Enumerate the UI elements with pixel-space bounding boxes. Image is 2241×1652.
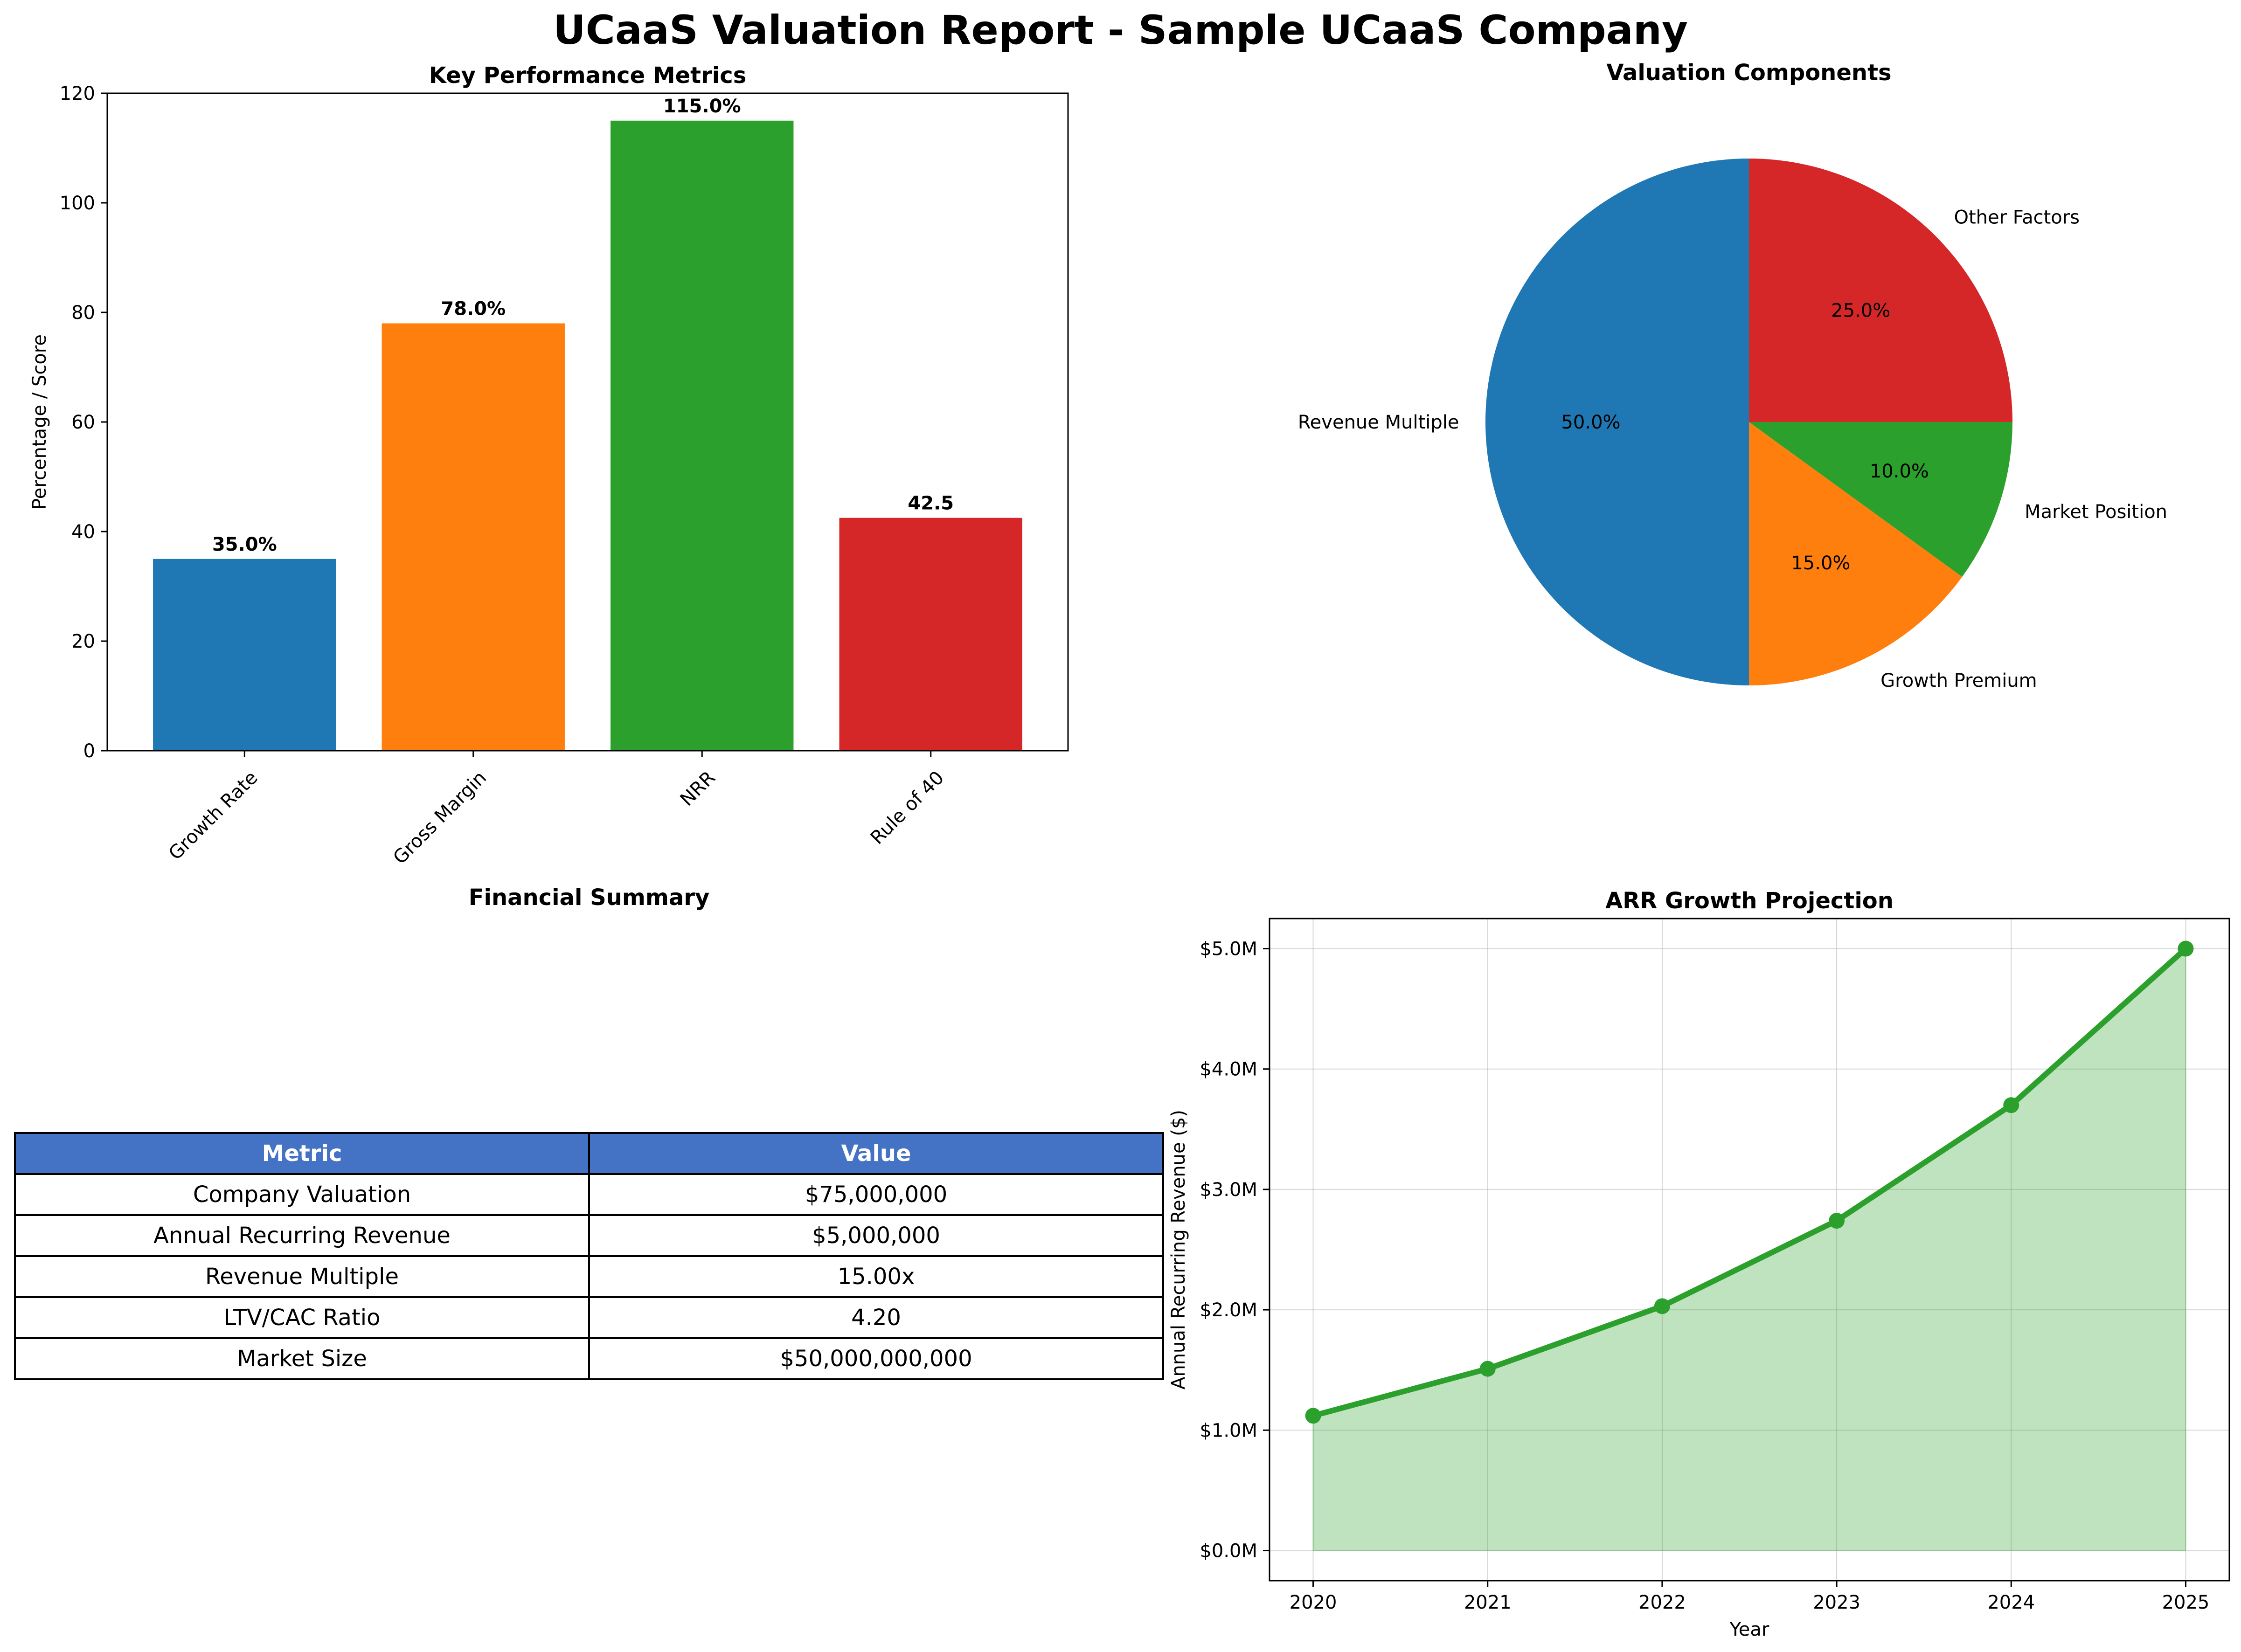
table-header-metric: Metric <box>14 1132 590 1175</box>
arr-line <box>1312 947 2188 1419</box>
y-axis-label: Percentage / Score <box>29 334 50 510</box>
pie-pct-label: 10.0% <box>1870 461 1929 482</box>
y-tick-label: $5.0M <box>1200 939 1257 960</box>
bar-data-label: 115.0% <box>663 96 741 117</box>
table-row: Market Size $50,000,000,000 <box>14 1337 1164 1380</box>
y-tick-label: $4.0M <box>1200 1059 1257 1080</box>
pie-pct-label: 50.0% <box>1561 412 1620 433</box>
table-cell-metric: LTV/CAC Ratio <box>14 1296 590 1339</box>
x-tick-label: 2024 <box>1987 1592 2035 1613</box>
y-tick-label: 20 <box>71 631 95 652</box>
pie-slice-3 <box>1749 159 2012 422</box>
x-tick-label: 2022 <box>1638 1592 1686 1613</box>
bar-data-label: 35.0% <box>212 534 277 555</box>
table-cell-value: $5,000,000 <box>588 1214 1164 1257</box>
y-tick-label: $3.0M <box>1200 1179 1257 1201</box>
y-tick-label: 60 <box>71 412 95 433</box>
y-tick-label: 0 <box>83 740 95 762</box>
y-tick-label: $1.0M <box>1200 1420 1257 1441</box>
arr-point <box>1654 1298 1670 1314</box>
arr-point <box>1305 1408 1321 1424</box>
pie-label: Other Factors <box>1954 207 2080 228</box>
table-cell-metric: Market Size <box>14 1337 590 1380</box>
table-row: Company Valuation $75,000,000 <box>14 1173 1164 1216</box>
table-cell-value: 15.00x <box>588 1255 1164 1298</box>
table-cell-metric: Annual Recurring Revenue <box>14 1214 590 1257</box>
bar-1 <box>382 323 565 751</box>
y-tick-label: 100 <box>60 193 95 214</box>
y-tick-label: $0.0M <box>1200 1540 1257 1562</box>
pie-label: Market Position <box>2025 501 2167 523</box>
x-tick-label: 2025 <box>2162 1592 2210 1613</box>
pie-slice-1 <box>1749 422 1963 685</box>
report-title: UCaaS Valuation Report - Sample UCaaS Co… <box>553 7 1688 54</box>
pie-pct-label: 15.0% <box>1791 553 1850 574</box>
pie-slice-2 <box>1749 422 2012 577</box>
table-header-row: Metric Value <box>14 1132 1164 1175</box>
table-cell-metric: Revenue Multiple <box>14 1255 590 1298</box>
table-row: Revenue Multiple 15.00x <box>14 1255 1164 1298</box>
arr-point <box>1829 1213 1845 1229</box>
arr-point <box>2178 940 2194 957</box>
area-chart-title: ARR Growth Projection <box>1605 888 1894 914</box>
bar-data-label: 78.0% <box>441 298 506 320</box>
arr-point <box>2003 1097 2019 1113</box>
pie-pct-label: 25.0% <box>1831 300 1890 321</box>
pie-chart-title: Valuation Components <box>1606 60 1891 86</box>
table-cell-metric: Company Valuation <box>14 1173 590 1216</box>
table-cell-value: $50,000,000,000 <box>588 1337 1164 1380</box>
x-tick-label: 2020 <box>1290 1592 1337 1613</box>
table-cell-value: $75,000,000 <box>588 1173 1164 1216</box>
table-header-value: Value <box>588 1132 1164 1175</box>
pie-chart: Valuation Components 50.0% Revenue Multipl… <box>1298 60 2167 691</box>
pie-slice-0 <box>1485 159 1749 685</box>
y-tick-label: 120 <box>60 83 95 104</box>
bar-3 <box>839 518 1022 751</box>
x-axis-label: Year <box>1729 1619 1769 1640</box>
pie-label: Growth Premium <box>1880 670 2037 691</box>
area-fill <box>1312 947 2186 1551</box>
pie-label: Revenue Multiple <box>1298 412 1459 433</box>
area-plot-frame <box>1269 918 2230 1582</box>
y-tick-label: 40 <box>71 521 95 543</box>
bar-chart-title: Key Performance Metrics <box>429 62 747 89</box>
table-title: Financial Summary <box>468 885 710 911</box>
bar-2 <box>611 120 794 751</box>
bar-plot-frame <box>106 92 1069 752</box>
x-tick-label: 2023 <box>1813 1592 1860 1613</box>
bar-0 <box>153 559 336 751</box>
table-row: Annual Recurring Revenue $5,000,000 <box>14 1214 1164 1257</box>
table-row: LTV/CAC Ratio 4.20 <box>14 1296 1164 1339</box>
bar-data-label: 42.5 <box>908 493 954 514</box>
arr-point <box>1479 1361 1496 1377</box>
y-axis-label: Annual Recurring Revenue ($) <box>1168 1110 1189 1389</box>
financial-summary-table: Metric Value Company Valuation $75,000,0… <box>14 1132 1164 1380</box>
y-tick-label: 80 <box>71 302 95 324</box>
y-tick-label: $2.0M <box>1200 1299 1257 1321</box>
x-tick-label: 2021 <box>1464 1592 1512 1613</box>
table-cell-value: 4.20 <box>588 1296 1164 1339</box>
